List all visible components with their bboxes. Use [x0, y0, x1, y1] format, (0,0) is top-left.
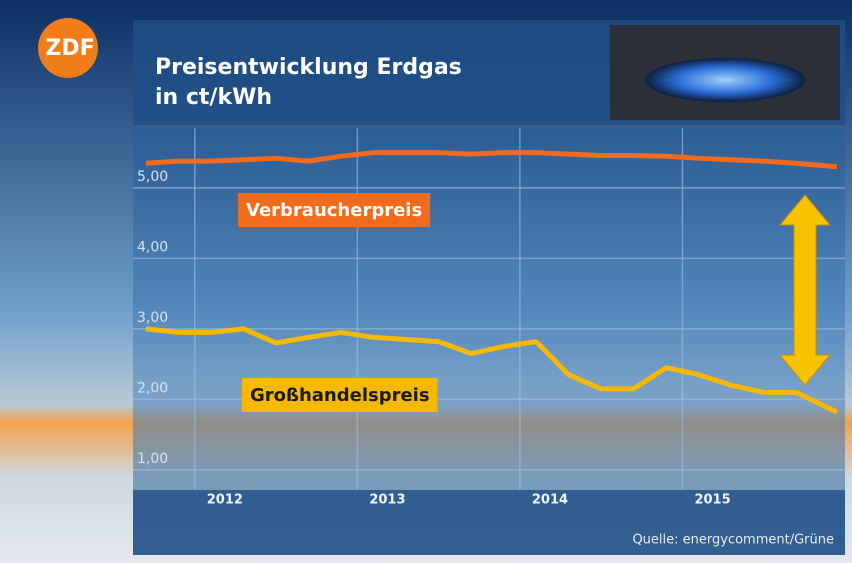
series-labels: Verbraucherpreis Großhandelspreis [238, 193, 438, 412]
double-arrow [778, 194, 832, 386]
y-tick-label: 3,00 [137, 310, 168, 326]
series-label-box [238, 193, 431, 227]
series-line [145, 150, 838, 170]
series-label: Großhandelspreis [250, 385, 430, 406]
x-tick-label: 2015 [694, 493, 730, 508]
x-axis-band [133, 490, 845, 555]
x-tick-label: 2013 [369, 493, 405, 508]
arrow-shape [778, 194, 832, 386]
chart-subtitle: in ct/kWh [155, 85, 272, 110]
y-tick-label: 1,00 [137, 451, 168, 467]
x-tick-label: 2012 [207, 493, 243, 508]
y-tick-label: 2,00 [137, 380, 168, 396]
series-label-box [242, 378, 438, 412]
plot-panel [133, 128, 845, 490]
burner-flame [645, 58, 805, 102]
series-label: Verbraucherpreis [246, 200, 422, 221]
series-line [145, 326, 838, 415]
lines [145, 150, 838, 415]
chart-title: Preisentwicklung Erdgas [155, 55, 462, 80]
logo: ZDF [45, 36, 94, 61]
y-tick-label: 5,00 [137, 169, 168, 185]
y-tick-label: 4,00 [137, 239, 168, 255]
logo-circle [38, 18, 98, 78]
source: Quelle: energycomment/Grüne [632, 533, 834, 548]
x-tick-label: 2014 [532, 493, 568, 508]
